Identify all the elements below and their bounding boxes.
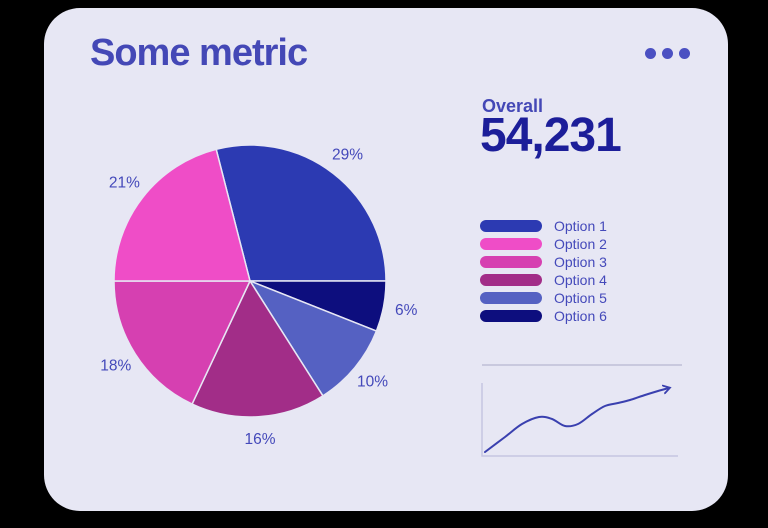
ellipsis-icon: [645, 48, 656, 59]
legend-item-3: Option 3: [480, 253, 607, 271]
overall-value: 54,231: [480, 109, 622, 162]
legend-swatch-icon: [480, 292, 542, 304]
ellipsis-icon: [662, 48, 673, 59]
legend-label: Option 1: [554, 218, 607, 234]
pie-chart: 29% 6% 10% 16% 18% 21%: [100, 144, 418, 448]
legend-swatch-icon: [480, 220, 542, 232]
legend-label: Option 6: [554, 308, 607, 324]
trend-sparkline-chart: [481, 383, 678, 457]
legend-label: Option 5: [554, 290, 607, 306]
pie-slice-option-1: [215, 144, 387, 282]
pie-slice-percent-label: 21%: [109, 175, 140, 192]
overall-label: Overall: [482, 96, 544, 116]
legend-swatch-icon: [480, 256, 542, 268]
legend-item-4: Option 4: [480, 271, 607, 289]
legend-item-5: Option 5: [480, 289, 607, 307]
legend-label: Option 2: [554, 236, 607, 252]
legend-swatch-icon: [480, 310, 542, 322]
pie-slice-option-3: [113, 280, 252, 406]
ellipsis-menu-button[interactable]: [641, 44, 694, 63]
sparkline-trend-line: [484, 388, 669, 453]
legend-item-2: Option 2: [480, 235, 607, 253]
pie-slice-percent-label: 6%: [395, 302, 418, 319]
ellipsis-icon: [679, 48, 690, 59]
pie-slice-percent-label: 18%: [100, 357, 131, 374]
legend-item-1: Option 1: [480, 217, 607, 235]
metric-card: Some metric 29% 6% 10% 16% 18% 21% Overall 54…: [44, 8, 728, 511]
pie-slice-percent-label: 29%: [332, 146, 363, 163]
pie-legend: Option 1 Option 2 Option 3 Option 4 Option 5…: [480, 217, 607, 325]
pie-slice-option-4: [191, 279, 324, 418]
divider: [482, 364, 682, 366]
legend-label: Option 4: [554, 272, 607, 288]
pie-slice-option-5: [248, 279, 378, 397]
legend-swatch-icon: [480, 274, 542, 286]
pie-slice-option-2: [113, 148, 251, 282]
pie-slice-percent-label: 16%: [244, 431, 275, 448]
legend-item-6: Option 6: [480, 307, 607, 325]
legend-label: Option 3: [554, 254, 607, 270]
pie-slice-percent-label: 10%: [357, 373, 388, 390]
legend-swatch-icon: [480, 238, 542, 250]
card-title: Some metric: [90, 32, 308, 74]
sparkline-axes: [481, 383, 678, 457]
